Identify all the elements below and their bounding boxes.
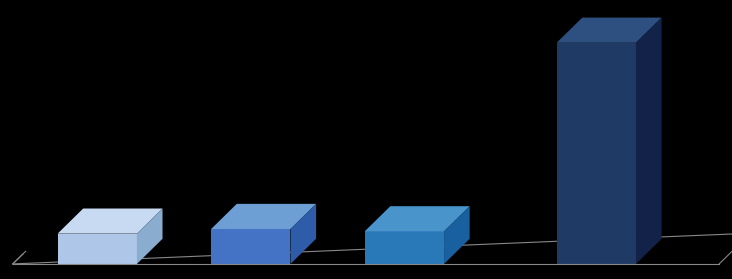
Polygon shape — [137, 208, 163, 264]
Polygon shape — [58, 208, 163, 234]
Polygon shape — [365, 206, 470, 231]
Polygon shape — [291, 204, 316, 264]
Polygon shape — [556, 43, 636, 264]
Polygon shape — [211, 229, 291, 264]
Polygon shape — [58, 234, 137, 264]
Polygon shape — [444, 206, 470, 264]
Polygon shape — [556, 18, 662, 43]
Polygon shape — [636, 18, 662, 264]
Polygon shape — [365, 231, 444, 264]
Polygon shape — [211, 204, 316, 229]
